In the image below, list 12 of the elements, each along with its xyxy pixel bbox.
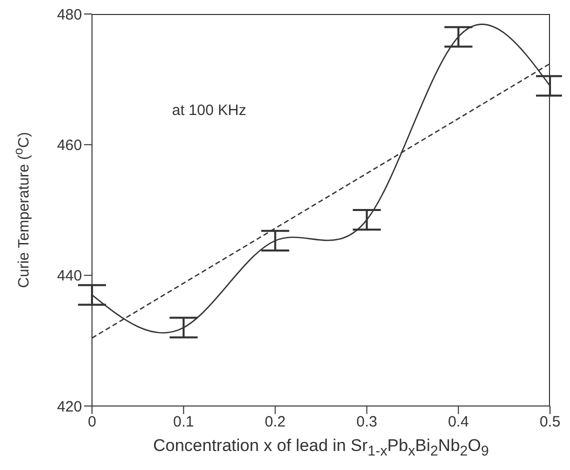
- y-tick-label: 480: [56, 6, 82, 24]
- x-tick-label: 0: [88, 414, 96, 431]
- annotation: at 100 KHz: [172, 102, 246, 119]
- text: Concentration x of lead in Sr$_{1-x}$Pb$_{x}$Bi$_{2}$Nb$_{2}$O$_{9}$: [153, 436, 489, 460]
- x-tick-label: 0.3: [356, 414, 378, 431]
- x-tick-label: 0.4: [448, 414, 469, 431]
- y-tick-label: 460: [56, 136, 82, 154]
- y-tick-label: 420: [56, 398, 82, 416]
- x-tick-label: 0.5: [540, 414, 560, 431]
- x-tick-label: 0.1: [173, 414, 194, 431]
- y-tick-label: 440: [56, 268, 82, 285]
- x-tick-label: 0.2: [264, 414, 286, 431]
